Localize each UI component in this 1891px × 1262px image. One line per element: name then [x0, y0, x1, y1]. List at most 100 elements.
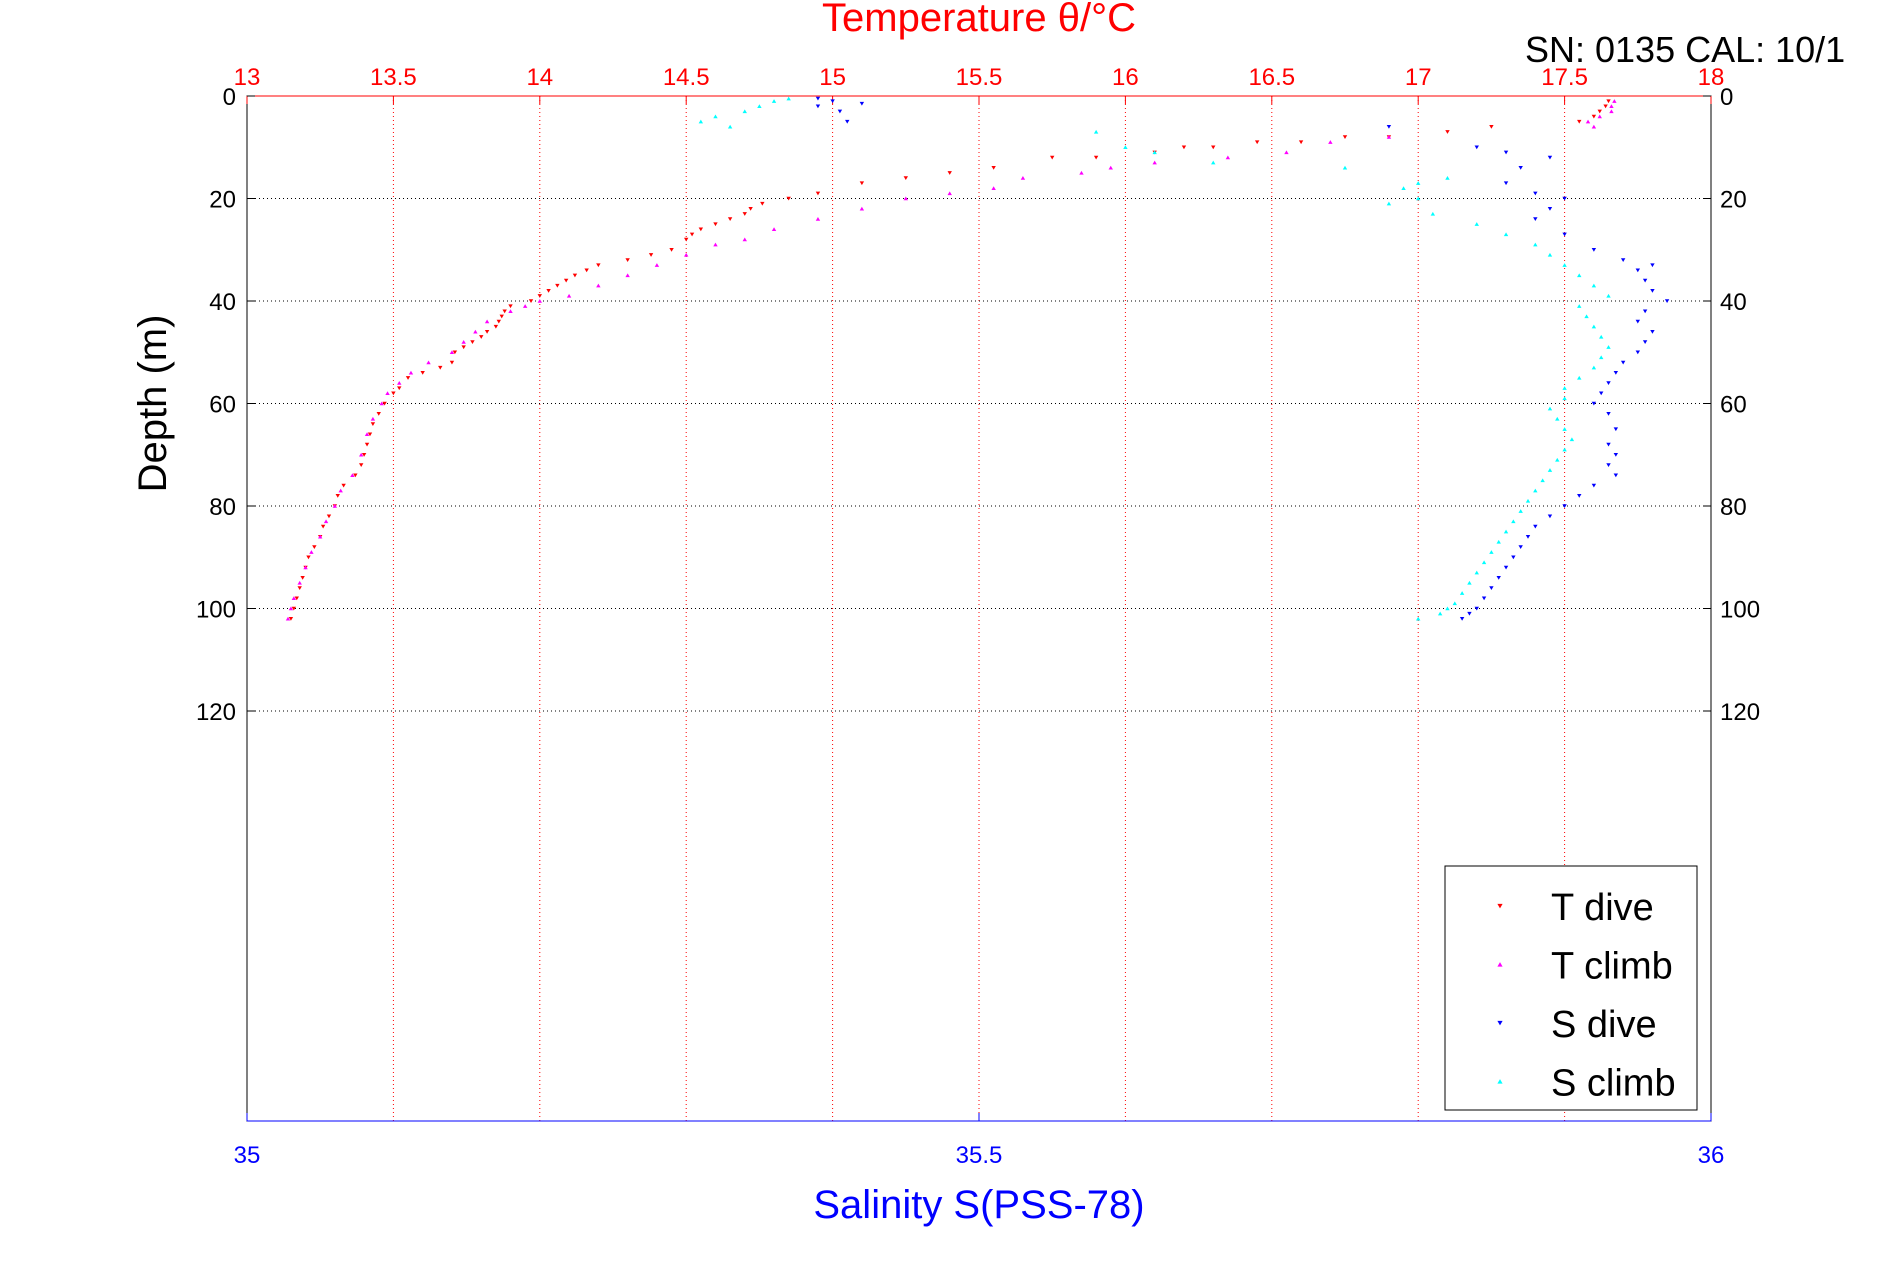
data-point [748, 206, 753, 211]
data-point [1606, 463, 1611, 467]
data-point [1401, 186, 1406, 191]
data-point [1445, 130, 1450, 134]
data-point [297, 580, 302, 585]
data-point [297, 586, 302, 590]
data-point [1577, 304, 1582, 308]
salinity-tick-label: 35.5 [956, 1142, 1003, 1169]
data-point [323, 519, 329, 524]
data-point [1635, 350, 1640, 355]
depth-tick-label-right: 40 [1720, 289, 1747, 316]
data-point [397, 381, 402, 385]
data-point [1152, 150, 1157, 155]
data-point [546, 288, 551, 293]
data-point [364, 432, 370, 437]
data-point [508, 304, 513, 309]
data-point [727, 124, 733, 129]
data-point [1496, 575, 1501, 580]
data-point [859, 181, 865, 186]
data-point [1386, 201, 1392, 206]
data-point [1591, 483, 1597, 488]
data-point [1577, 273, 1582, 278]
depth-tick-label-left: 0 [223, 84, 236, 111]
depth-tick-label-right: 80 [1720, 494, 1747, 521]
data-point [625, 273, 630, 278]
data-point [473, 329, 478, 334]
data-point [1597, 109, 1602, 114]
data-point [484, 319, 490, 324]
data-point [288, 606, 294, 611]
data-point [1650, 263, 1655, 268]
data-point [420, 370, 425, 375]
series-s-climb [698, 96, 1611, 621]
data-point [713, 242, 718, 247]
legend-marker [1497, 962, 1503, 967]
legend: T dive T climb S dive S climb [1444, 865, 1698, 1111]
data-point [461, 345, 466, 350]
data-point [1547, 206, 1553, 211]
data-point [1609, 109, 1614, 114]
data-point [1585, 119, 1591, 124]
data-point [1597, 114, 1602, 119]
data-point [1613, 473, 1619, 478]
data-point [335, 493, 340, 498]
data-point [698, 227, 704, 232]
data-point [625, 258, 630, 262]
data-point [742, 212, 747, 216]
data-point [1555, 416, 1560, 421]
data-point [1284, 150, 1289, 155]
temperature-tick-label: 17 [1405, 64, 1432, 91]
data-point [537, 299, 542, 303]
data-point [1584, 314, 1589, 319]
data-point [1606, 293, 1611, 298]
data-point [830, 99, 835, 104]
data-point [1642, 340, 1648, 344]
data-point [1613, 370, 1619, 375]
data-point [1518, 545, 1523, 549]
data-point [1328, 140, 1333, 144]
data-point [1603, 104, 1608, 109]
data-point [1664, 299, 1670, 303]
data-point [309, 550, 314, 554]
depth-tick-label-right: 0 [1720, 84, 1733, 111]
data-point [1489, 550, 1494, 554]
data-point [1474, 606, 1479, 611]
data-point [1562, 447, 1567, 452]
data-point [815, 191, 821, 196]
data-point [1591, 324, 1597, 329]
temperature-tick-label: 13 [234, 64, 261, 91]
data-point [555, 283, 560, 288]
data-point [1474, 570, 1479, 575]
data-point [449, 360, 455, 365]
data-point [1503, 565, 1509, 570]
data-point [1533, 488, 1538, 493]
data-point [1609, 104, 1614, 109]
data-point [1437, 611, 1443, 616]
data-point [1547, 514, 1553, 519]
data-point [1577, 493, 1582, 498]
data-point [1386, 135, 1392, 139]
data-point [1467, 611, 1472, 616]
data-point [1606, 411, 1611, 416]
data-point [742, 109, 747, 114]
depth-tick-label-right: 120 [1720, 699, 1760, 726]
data-point [903, 196, 908, 201]
data-point [1342, 135, 1348, 139]
data-point [1050, 155, 1055, 160]
data-point [470, 340, 475, 344]
series-layer [285, 96, 1670, 621]
data-point [1606, 381, 1611, 385]
data-point [426, 360, 431, 365]
data-point [1416, 181, 1421, 185]
data-point [499, 314, 504, 319]
data-point [1503, 232, 1509, 237]
data-point [1547, 252, 1553, 257]
data-point [1452, 601, 1457, 606]
data-point [1555, 457, 1560, 462]
data-point [291, 606, 297, 611]
legend-marker [1497, 1020, 1503, 1026]
data-point [1599, 355, 1604, 360]
data-point [1562, 396, 1567, 401]
data-point [306, 555, 311, 560]
data-point [1591, 401, 1597, 406]
data-point [596, 263, 601, 268]
